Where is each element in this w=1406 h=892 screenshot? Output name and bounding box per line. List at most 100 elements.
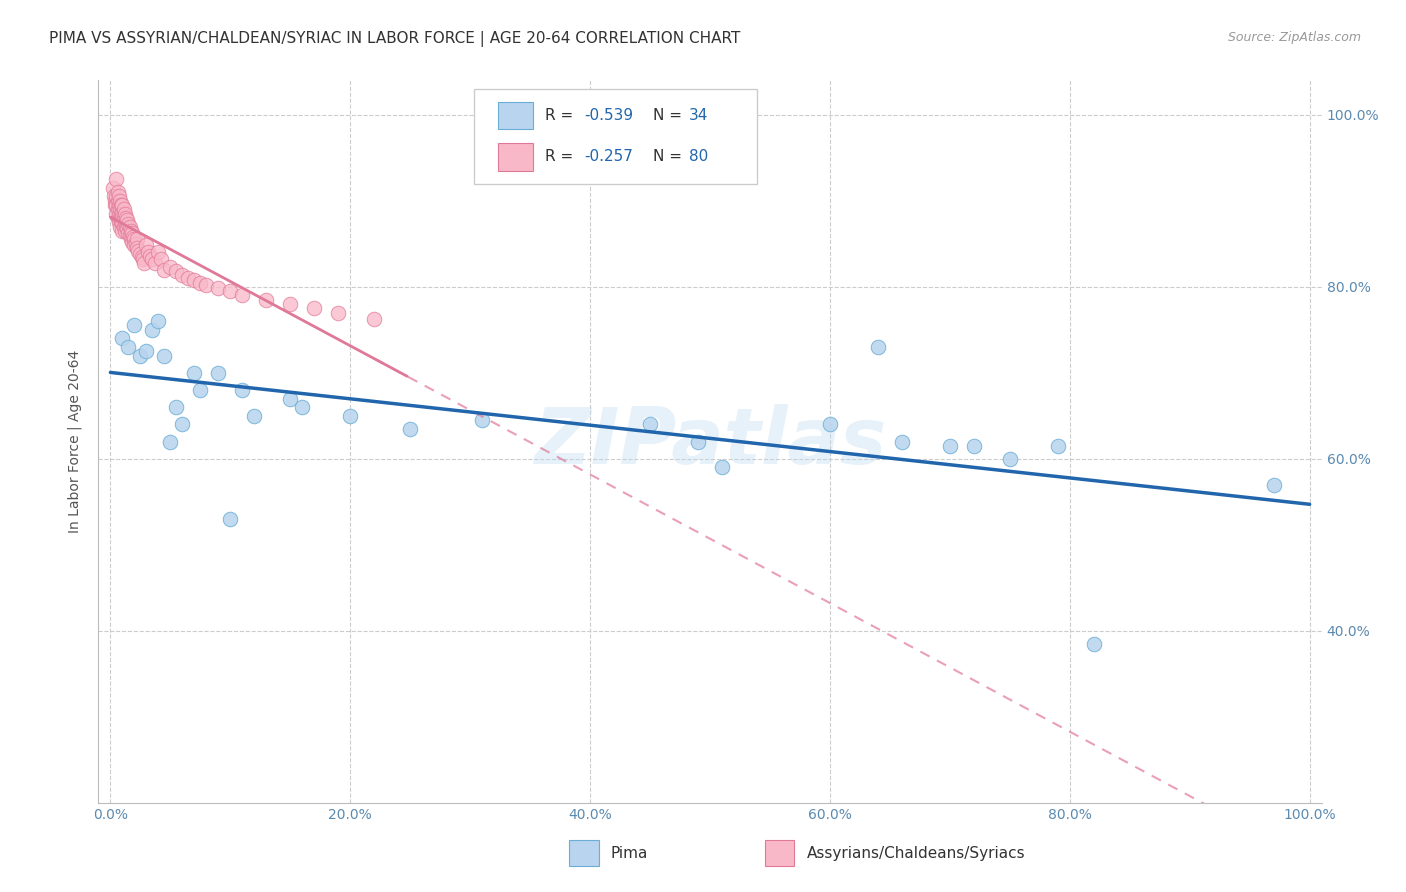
Text: Pima: Pima xyxy=(612,846,648,861)
Text: R =: R = xyxy=(546,149,578,164)
Point xyxy=(124,238,146,252)
Point xyxy=(118,228,141,243)
Text: Assyrians/Chaldeans/Syriacs: Assyrians/Chaldeans/Syriacs xyxy=(807,846,1025,861)
Point xyxy=(129,247,152,261)
Point xyxy=(121,227,143,241)
Point xyxy=(866,340,889,354)
Point xyxy=(114,215,136,229)
Point xyxy=(115,212,138,227)
Point xyxy=(103,189,125,203)
Point xyxy=(1083,637,1105,651)
Point xyxy=(172,417,194,432)
Point xyxy=(143,255,166,269)
Point xyxy=(117,340,139,354)
Point xyxy=(129,349,152,363)
Point xyxy=(148,314,170,328)
Text: -0.257: -0.257 xyxy=(583,149,633,164)
Point xyxy=(112,211,135,225)
Text: N =: N = xyxy=(652,108,686,123)
Point xyxy=(105,172,128,186)
Point xyxy=(998,451,1021,466)
Point xyxy=(363,312,385,326)
Point xyxy=(183,273,205,287)
Point xyxy=(183,366,205,380)
Point xyxy=(112,219,135,234)
Point xyxy=(328,305,350,319)
Point xyxy=(108,194,131,208)
Point xyxy=(139,249,162,263)
Point xyxy=(711,460,734,475)
Y-axis label: In Labor Force | Age 20-64: In Labor Force | Age 20-64 xyxy=(67,350,83,533)
Point xyxy=(172,268,194,282)
Point xyxy=(132,252,155,267)
Point xyxy=(101,181,124,195)
Point xyxy=(939,439,962,453)
Point xyxy=(127,244,149,258)
Point xyxy=(111,224,134,238)
Point xyxy=(159,260,181,274)
Point xyxy=(104,194,127,208)
Point xyxy=(117,226,139,240)
Point xyxy=(1046,439,1069,453)
Point xyxy=(107,194,129,208)
Text: Source: ZipAtlas.com: Source: ZipAtlas.com xyxy=(1227,31,1361,45)
Point xyxy=(207,281,229,295)
Text: R =: R = xyxy=(546,108,578,123)
Point xyxy=(219,512,242,526)
FancyBboxPatch shape xyxy=(498,143,533,170)
Point xyxy=(686,434,709,449)
FancyBboxPatch shape xyxy=(474,89,756,184)
Point xyxy=(291,400,314,414)
Point xyxy=(278,392,301,406)
Point xyxy=(104,198,127,212)
Point xyxy=(105,206,128,220)
Point xyxy=(231,383,253,397)
Point xyxy=(188,277,211,291)
Text: PIMA VS ASSYRIAN/CHALDEAN/SYRIAC IN LABOR FORCE | AGE 20-64 CORRELATION CHART: PIMA VS ASSYRIAN/CHALDEAN/SYRIAC IN LABO… xyxy=(49,31,741,47)
Point xyxy=(177,271,200,285)
Point xyxy=(148,245,170,260)
Point xyxy=(125,231,148,245)
Point xyxy=(121,235,143,249)
Point xyxy=(231,288,253,302)
Point xyxy=(108,189,129,203)
Point xyxy=(122,230,145,244)
FancyBboxPatch shape xyxy=(765,840,794,866)
Point xyxy=(115,221,138,235)
Point xyxy=(108,206,129,220)
Text: N =: N = xyxy=(652,149,686,164)
Point xyxy=(110,215,132,229)
Point xyxy=(963,439,986,453)
Point xyxy=(165,400,187,414)
Point xyxy=(818,417,841,432)
Point xyxy=(124,231,146,245)
Point xyxy=(111,206,134,220)
Point xyxy=(135,344,157,359)
Point xyxy=(1263,477,1285,491)
Point xyxy=(115,211,138,225)
FancyBboxPatch shape xyxy=(569,840,599,866)
Point xyxy=(159,434,181,449)
Point xyxy=(165,264,187,278)
Point xyxy=(278,297,301,311)
Point xyxy=(108,219,131,234)
Point xyxy=(195,278,218,293)
Point xyxy=(108,211,131,225)
Point xyxy=(105,198,128,212)
Point xyxy=(141,252,163,267)
Point xyxy=(219,284,242,298)
Point xyxy=(153,349,176,363)
Point xyxy=(105,189,128,203)
Text: 80: 80 xyxy=(689,149,709,164)
Point xyxy=(149,252,172,267)
Point xyxy=(120,224,142,238)
Text: ZIPatlas: ZIPatlas xyxy=(534,403,886,480)
Point xyxy=(339,409,361,423)
Point xyxy=(118,219,141,234)
Point xyxy=(135,238,157,252)
Point xyxy=(111,215,134,229)
Text: -0.539: -0.539 xyxy=(583,108,633,123)
Point xyxy=(890,434,912,449)
Point xyxy=(114,206,136,220)
Point xyxy=(471,413,494,427)
